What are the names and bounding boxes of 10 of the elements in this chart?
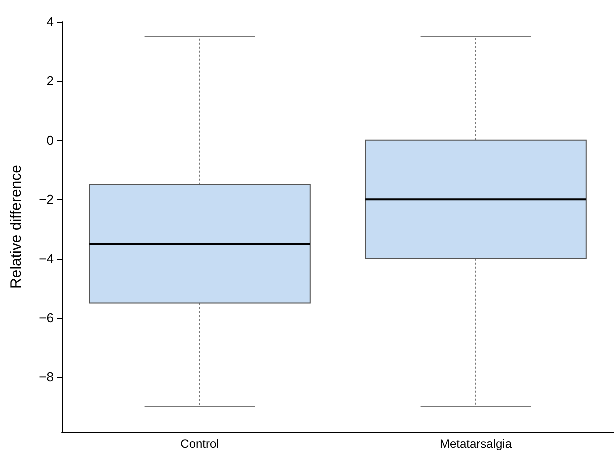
y-axis-title: Relative difference <box>8 165 25 289</box>
y-tick-label: −4 <box>39 251 54 266</box>
x-tick-label: Metatarsalgia <box>440 437 512 451</box>
x-tick-label: Control <box>180 437 220 451</box>
y-tick-label: −6 <box>39 310 54 326</box>
y-tick-label: 4 <box>46 14 54 30</box>
y-tick-label: −2 <box>39 192 54 208</box>
y-tick-label: 2 <box>46 74 54 89</box>
y-tick-label: 0 <box>46 132 54 148</box>
y-tick-label: −8 <box>39 370 54 385</box>
